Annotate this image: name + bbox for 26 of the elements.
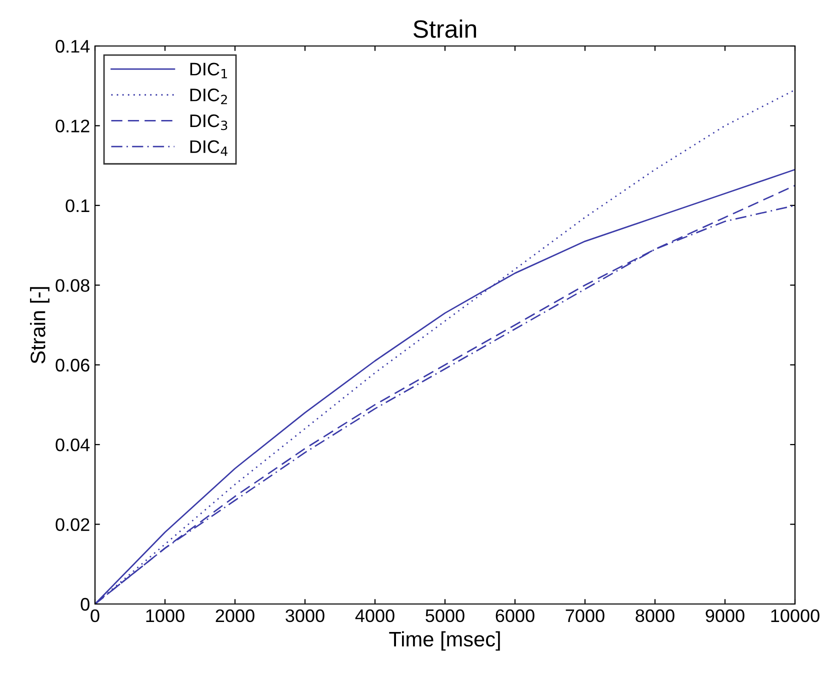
y-tick-label: 0.02	[56, 518, 90, 532]
x-tick-label: 2000	[216, 609, 254, 622]
y-tick-label: 0.08	[56, 279, 90, 292]
legend-label: DIC$_{3}$	[190, 114, 228, 130]
x-tick-label: 5000	[426, 609, 464, 622]
legend-label: DIC$_{4}$	[190, 140, 228, 156]
legend-label: DIC$_{2}$	[190, 88, 227, 104]
y-tick-label: 0.06	[56, 358, 90, 372]
y-tick-label: 0.04	[56, 438, 90, 452]
y-tick-label: 0.12	[56, 120, 90, 132]
x-tick-label: 4000	[355, 609, 394, 622]
x-tick-label: 0	[90, 609, 100, 622]
x-tick-label: 3000	[286, 609, 324, 622]
x-tick-label: 7000	[566, 609, 604, 622]
y-tick-label: 0.14	[56, 40, 90, 53]
y-axis-title: Strain [-]	[30, 287, 50, 364]
y-tick-label: 0	[80, 598, 90, 611]
x-tick-label: 9000	[706, 609, 744, 622]
x-tick-label: 10000	[771, 609, 820, 622]
x-tick-label: 6000	[496, 609, 534, 622]
legend-label: DIC$_{1}$	[190, 62, 228, 78]
x-tick-label: 1000	[146, 609, 184, 622]
x-axis-title: Time [msec]	[389, 631, 500, 651]
chart-title: Strain	[413, 20, 476, 38]
y-tick-label: 0.1	[66, 199, 90, 212]
x-tick-label: 8000	[636, 609, 674, 622]
